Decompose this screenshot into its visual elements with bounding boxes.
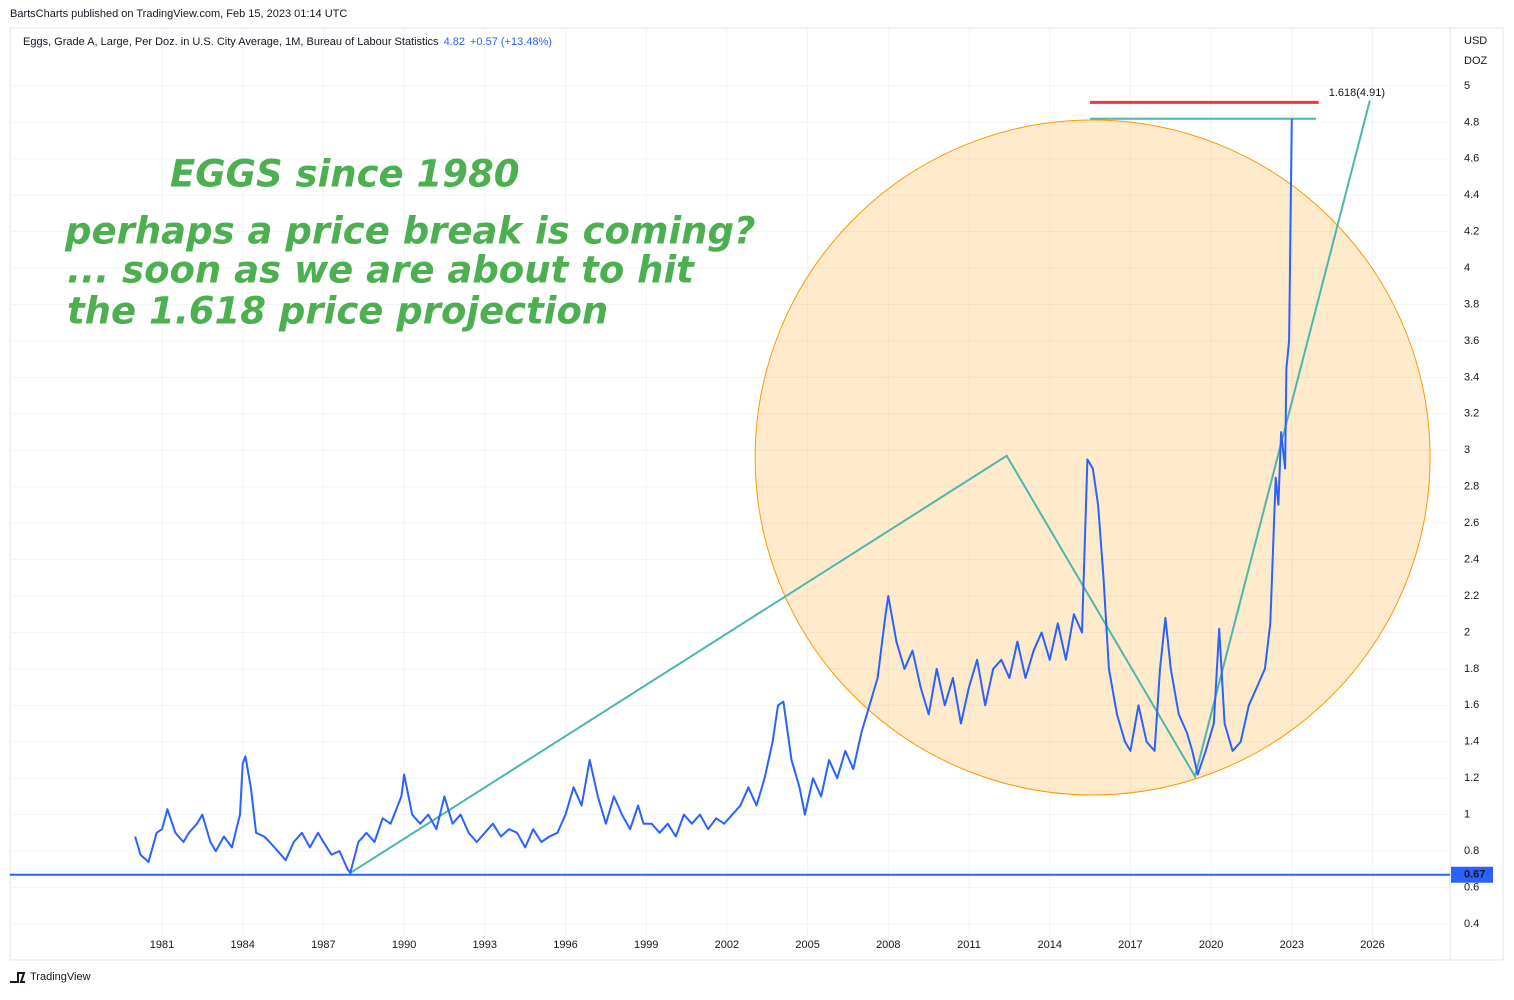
x-tick-label: 1984 [230, 939, 254, 951]
legend-name: Eggs, Grade A, Large, Per Doz. in U.S. C… [23, 36, 439, 48]
price-badge-label: 0.67 [1464, 869, 1485, 881]
annotation: ... soon as we are about to hit [67, 249, 695, 292]
y-tick-label: 3.2 [1464, 408, 1479, 420]
x-tick-label: 1996 [553, 939, 577, 951]
annotation: the 1.618 price projection [67, 290, 608, 333]
y-tick-label: 1.2 [1464, 772, 1479, 784]
plot [10, 100, 1450, 876]
y-tick-label: 4.4 [1464, 189, 1479, 201]
x-tick-label: 2008 [876, 939, 900, 951]
y-tick-label: 4 [1464, 262, 1470, 274]
y-tick-label: 0.6 [1464, 881, 1479, 893]
y-tick-label: 4.8 [1464, 116, 1479, 128]
y-unit: USD [1464, 35, 1487, 47]
y-tick-label: 2.8 [1464, 481, 1479, 493]
series-line [134, 118, 1293, 874]
y-tick-label: 3.4 [1464, 371, 1479, 383]
x-tick-label: 2005 [795, 939, 819, 951]
y-tick-label: 4.6 [1464, 153, 1479, 165]
header: BartsCharts published on TradingView.com… [10, 8, 347, 20]
y-tick-label: 2.2 [1464, 590, 1479, 602]
x-tick-label: 2023 [1280, 939, 1304, 951]
x-tick-label: 1999 [634, 939, 658, 951]
x-tick-label: 1990 [392, 939, 416, 951]
x-tick-label: 2014 [1037, 939, 1061, 951]
y-tick-label: 2.6 [1464, 517, 1479, 529]
x-tick-label: 2017 [1118, 939, 1142, 951]
y-tick-label: 2 [1464, 626, 1470, 638]
y-tick-label: 1.4 [1464, 736, 1479, 748]
chart-frame [9, 27, 1504, 961]
y-tick-label: 4.2 [1464, 226, 1479, 238]
x-tick-label: 2002 [715, 939, 739, 951]
y-tick-label: 1 [1464, 809, 1470, 821]
y-unit: DOZ [1464, 55, 1488, 67]
x-tick-label: 2026 [1360, 939, 1384, 951]
y-tick-label: 0.8 [1464, 845, 1479, 857]
y-tick-label: 3.8 [1464, 298, 1479, 310]
y-tick-label: 3 [1464, 444, 1470, 456]
legend-change: +0.57 (+13.48%) [470, 36, 552, 48]
x-tick-label: 1981 [150, 939, 174, 951]
y-tick-label: 0.4 [1464, 918, 1479, 930]
x-tick-label: 2020 [1199, 939, 1223, 951]
circle-drawing [754, 119, 1431, 796]
y-tick-label: 3.6 [1464, 335, 1479, 347]
x-tick-label: 1987 [311, 939, 335, 951]
x-tick-label: 1993 [473, 939, 497, 951]
fib-label: 1.618(4.91) [1329, 87, 1385, 99]
legend: Eggs, Grade A, Large, Per Doz. in U.S. C… [23, 36, 552, 48]
annotation: EGGS since 1980 [170, 153, 519, 196]
y-tick-label: 1.6 [1464, 699, 1479, 711]
x-tick-label: 2011 [957, 939, 981, 951]
y-tick-label: 1.8 [1464, 663, 1479, 675]
y-tick-label: 5 [1464, 80, 1470, 92]
y-tick-label: 2.4 [1464, 553, 1479, 565]
annotation: perhaps a price break is coming? [64, 210, 755, 253]
legend-last: 4.82 [444, 36, 465, 48]
footer: TradingView [30, 971, 91, 983]
logo [10, 972, 26, 983]
price-badge [1451, 866, 1493, 883]
